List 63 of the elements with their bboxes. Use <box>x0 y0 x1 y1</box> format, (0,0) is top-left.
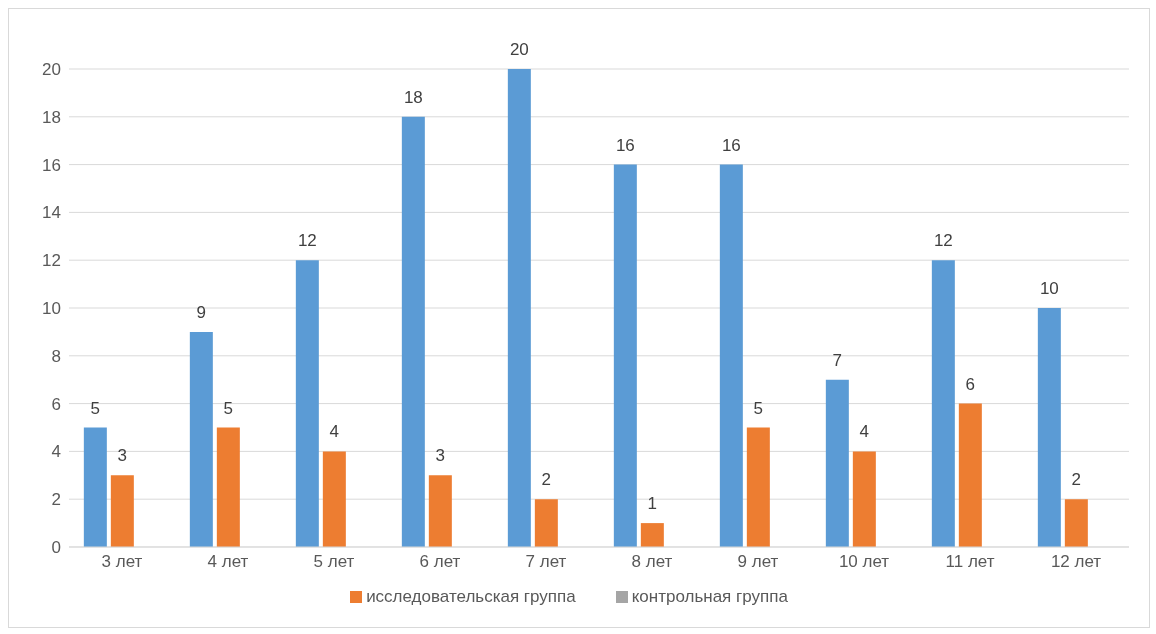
y-tick-label: 6 <box>51 394 61 414</box>
bar <box>322 451 346 547</box>
bar <box>1037 308 1061 547</box>
y-tick-label: 4 <box>51 442 61 462</box>
data-label: 16 <box>615 135 635 155</box>
y-tick-label: 8 <box>51 346 61 366</box>
data-label: 1 <box>647 494 658 514</box>
x-tick-label: 10 лет <box>838 552 890 572</box>
y-tick-label: 10 <box>42 299 61 319</box>
data-label: 2 <box>541 470 552 490</box>
bar <box>534 499 558 547</box>
legend-label: исследовательская группа <box>366 587 576 607</box>
data-label: 3 <box>117 446 128 466</box>
x-tick-label: 8 лет <box>631 552 673 572</box>
x-tick-label: 9 лет <box>737 552 779 572</box>
y-tick-label: 0 <box>51 538 61 558</box>
bar <box>958 403 982 547</box>
data-label: 9 <box>196 302 207 322</box>
y-tick-label: 16 <box>42 155 61 175</box>
data-label: 20 <box>509 40 529 59</box>
x-tick-label: 3 лет <box>101 552 143 572</box>
bar <box>189 331 213 547</box>
y-tick-label: 14 <box>42 203 61 223</box>
bar <box>83 427 107 547</box>
bar <box>931 260 955 547</box>
data-label: 12 <box>297 231 317 251</box>
data-label: 5 <box>223 398 234 418</box>
data-label: 4 <box>329 422 340 442</box>
y-tick-label: 18 <box>42 107 61 127</box>
legend-label: контрольная группа <box>631 587 788 607</box>
data-label: 5 <box>90 398 101 418</box>
bar <box>852 451 876 547</box>
bar <box>216 427 240 547</box>
data-label: 5 <box>753 398 764 418</box>
x-tick-label: 4 лет <box>207 552 249 572</box>
data-label: 16 <box>721 135 741 155</box>
data-label: 7 <box>832 350 843 370</box>
data-label: 18 <box>403 87 423 107</box>
bar <box>507 69 531 547</box>
bar <box>825 379 849 547</box>
data-label: 3 <box>435 446 446 466</box>
bar <box>613 164 637 547</box>
bar <box>428 475 452 547</box>
x-tick-label: 6 лет <box>419 552 461 572</box>
y-tick-label: 2 <box>51 490 61 510</box>
bar <box>746 427 770 547</box>
bar <box>295 260 319 547</box>
x-tick-label: 7 лет <box>525 552 567 572</box>
data-label: 2 <box>1071 470 1082 490</box>
y-tick-label: 20 <box>42 60 61 80</box>
bar <box>110 475 134 547</box>
x-tick-label: 12 лет <box>1050 552 1102 572</box>
data-label: 4 <box>859 422 870 442</box>
data-label: 6 <box>965 374 976 394</box>
data-label: 10 <box>1039 279 1059 298</box>
y-tick-label: 12 <box>42 251 61 271</box>
data-label: 12 <box>933 231 953 251</box>
bar <box>640 523 664 547</box>
bar <box>719 164 743 547</box>
x-tick-label: 5 лет <box>313 552 355 572</box>
bar <box>1064 499 1088 547</box>
bar <box>401 116 425 547</box>
x-tick-label: 11 лет <box>945 552 995 572</box>
